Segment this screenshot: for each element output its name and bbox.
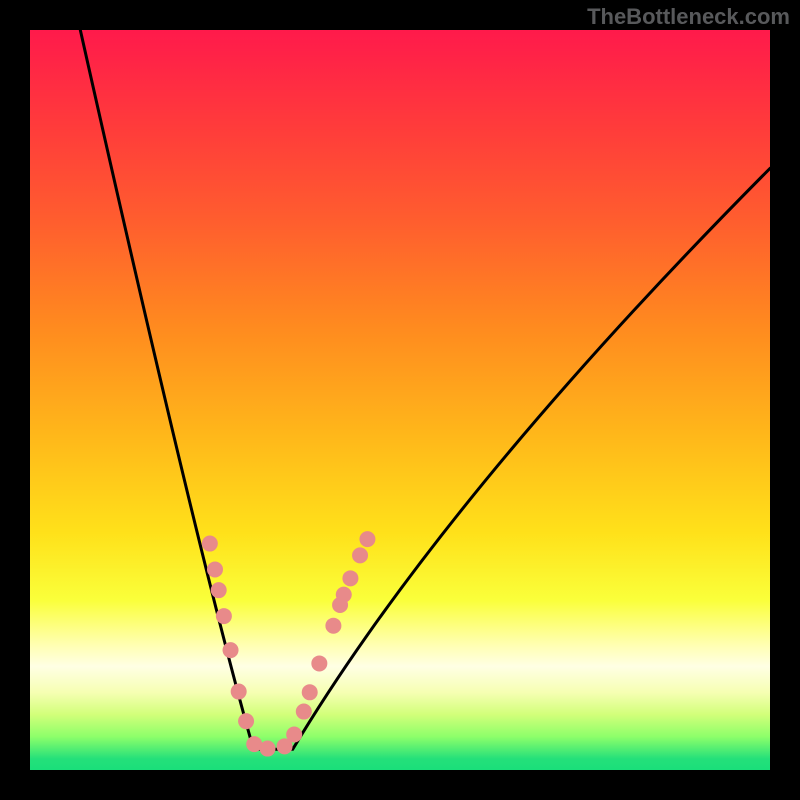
- data-marker: [342, 570, 358, 586]
- data-marker: [286, 726, 302, 742]
- data-marker: [238, 713, 254, 729]
- chart-frame: TheBottleneck.com: [0, 0, 800, 800]
- plot-svg: [30, 30, 770, 770]
- data-marker: [216, 608, 232, 624]
- data-marker: [311, 655, 327, 671]
- gradient-background: [30, 30, 770, 770]
- data-marker: [202, 536, 218, 552]
- data-marker: [211, 582, 227, 598]
- data-marker: [325, 618, 341, 634]
- data-marker: [336, 587, 352, 603]
- data-marker: [207, 561, 223, 577]
- data-marker: [359, 531, 375, 547]
- data-marker: [231, 684, 247, 700]
- data-marker: [260, 741, 276, 757]
- plot-area: [30, 30, 770, 770]
- data-marker: [302, 684, 318, 700]
- data-marker: [296, 704, 312, 720]
- watermark-text: TheBottleneck.com: [587, 4, 790, 30]
- data-marker: [352, 547, 368, 563]
- data-marker: [223, 642, 239, 658]
